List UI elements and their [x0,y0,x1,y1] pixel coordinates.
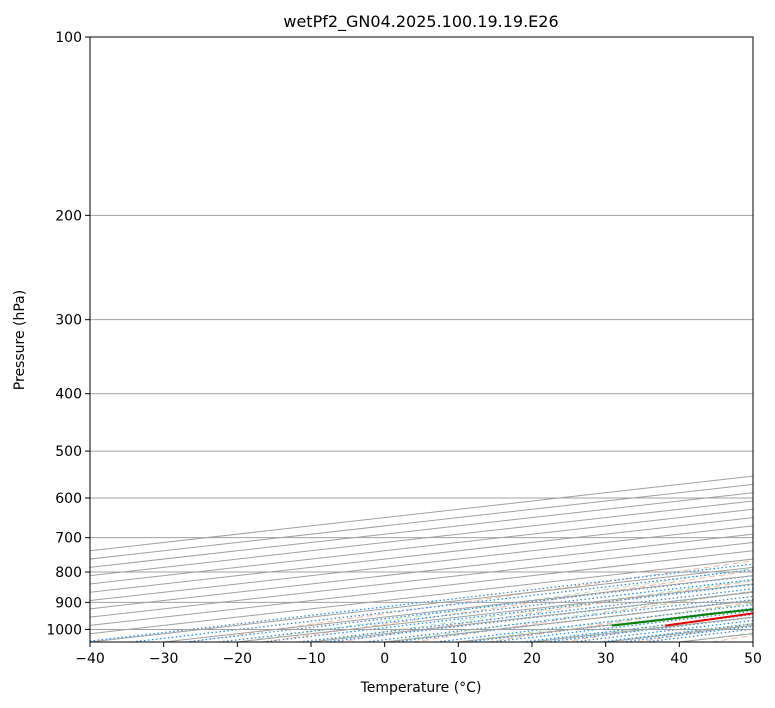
isotherm-line [90,483,753,560]
dry-adiabat-line [188,560,753,642]
y-tick-label: 100 [55,30,82,46]
x-tick-label: 40 [670,651,688,667]
isotherm-line [90,517,753,593]
x-tick-label: 10 [449,651,467,667]
y-tick-label: 200 [55,208,82,224]
y-tick-label: 800 [55,565,82,581]
isotherm-line [90,475,753,552]
y-axis-title: Pressure (hPa) [12,290,28,390]
mixing-ratio-line [436,604,753,642]
isotherm-line [90,525,753,602]
y-tick-label: 300 [55,313,82,329]
x-tick-label: −20 [223,651,253,667]
chart-title: wetPf2_GN04.2025.100.19.19.E26 [283,12,558,32]
isotherm-line [90,533,753,610]
x-tick-label: −10 [296,651,326,667]
x-tick-label: 30 [597,651,615,667]
mixing-ratio-line [365,595,753,642]
x-tick-label: 0 [380,651,389,667]
x-tick-label: 20 [523,651,541,667]
moist-adiabat-line [384,591,753,642]
y-tick-label: 1000 [46,622,82,638]
background-lines [90,37,753,642]
isotherm-line [90,508,753,585]
y-axis: 100 200 300 400 500 600 700 800 900 1000 [46,30,90,638]
y-tick-label: 700 [55,531,82,547]
x-tick-label: 50 [744,651,762,667]
x-tick-label: −40 [75,651,105,667]
x-axis: −40 −30 −20 −10 0 10 20 30 40 50 [75,642,762,667]
y-tick-label: 600 [55,491,82,507]
isotherm-line [90,492,753,568]
isotherm-line [90,500,753,577]
y-tick-label: 500 [55,444,82,460]
dry-adiabat-line [263,570,753,642]
plot-frame [89,36,754,643]
y-tick-label: 400 [55,387,82,403]
mixing-ratio-line [326,591,753,642]
y-tick-label: 900 [55,595,82,611]
x-axis-title: Temperature (°C) [360,680,482,696]
x-tick-label: −30 [149,651,179,667]
